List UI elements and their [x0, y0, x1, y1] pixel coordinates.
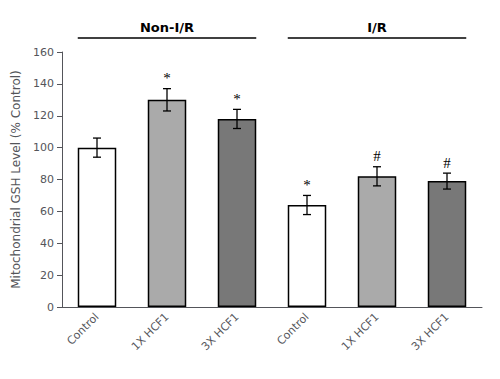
- svg-text:80: 80: [40, 173, 54, 186]
- svg-text:I/R: I/R: [367, 20, 387, 35]
- svg-text:3X HCF1: 3X HCF1: [409, 310, 452, 353]
- svg-text:40: 40: [40, 237, 54, 250]
- svg-text:20: 20: [40, 269, 54, 282]
- svg-text:Non-I/R: Non-I/R: [140, 20, 194, 35]
- svg-text:Control: Control: [274, 310, 311, 347]
- svg-text:60: 60: [40, 205, 54, 218]
- svg-text:Mitochondrial GSH Level (% Con: Mitochondrial GSH Level (% Control): [9, 70, 23, 288]
- svg-text:0: 0: [47, 301, 54, 314]
- svg-text:3X HCF1: 3X HCF1: [199, 310, 242, 353]
- svg-text:1X HCF1: 1X HCF1: [339, 310, 382, 353]
- svg-text:#: #: [443, 155, 451, 171]
- svg-text:100: 100: [33, 141, 54, 154]
- svg-text:1X HCF1: 1X HCF1: [129, 310, 172, 353]
- svg-text:120: 120: [33, 109, 54, 122]
- svg-text:*: *: [233, 91, 241, 107]
- svg-text:160: 160: [33, 46, 54, 59]
- svg-text:140: 140: [33, 77, 54, 90]
- svg-text:*: *: [163, 70, 171, 86]
- svg-text:#: #: [373, 148, 381, 164]
- svg-text:Control: Control: [64, 310, 101, 347]
- svg-text:*: *: [303, 177, 311, 193]
